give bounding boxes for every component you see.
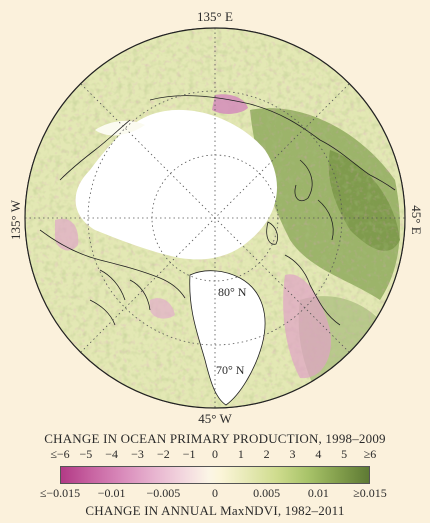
ocean-tick-label: ≥6 [363, 447, 377, 461]
map-border [24, 27, 406, 409]
coast-svalbard [266, 221, 278, 245]
graticule [25, 28, 405, 408]
ocean-tick-label: 5 [341, 447, 348, 461]
longitude-label-45e: 45° E [409, 205, 424, 235]
coast-siberia [149, 95, 396, 191]
greenland [189, 270, 266, 406]
ndvi-tick-label: 0.01 [307, 486, 329, 500]
pink-patch-beaufort [55, 218, 79, 251]
ocean-tick-label: 3 [289, 447, 296, 461]
latitude-label-80n: 80° N [218, 285, 247, 299]
legend-ticks-ndvi: ≤−0.015 −0.01 −0.005 0 0.005 0.01 ≥0.015 [40, 486, 387, 502]
ocean-tick-label: −3 [131, 447, 144, 461]
polar-map: 135° E 45° W 135° W 45° E 80° N 70° N [8, 9, 424, 426]
pink-patch-east-siberian [212, 94, 248, 114]
longitude-label-135e: 135° E [197, 9, 233, 24]
coast-scandinavia [284, 254, 341, 326]
ndvi-tick-label: −0.005 [146, 486, 181, 500]
latitude-label-70n: 70° N [216, 363, 245, 377]
coast-archipelago [89, 269, 151, 326]
ocean-tick-label: 1 [237, 447, 244, 461]
ndvi-tick-label: ≤−0.015 [39, 486, 81, 500]
coast-alaska [59, 119, 131, 181]
map-canvas [24, 27, 406, 409]
legend-ticks-ocean: ≤−6 −5 −4 −3 −2 −1 0 1 2 3 4 5 ≥6 [50, 447, 376, 463]
ndvi-tick-label: ≥0.015 [353, 486, 387, 500]
central-ice [75, 109, 277, 260]
ndvi-tick-label: 0.005 [253, 486, 281, 500]
ocean-tick-label: 2 [263, 447, 270, 461]
legend-title-ocean: CHANGE IN OCEAN PRIMARY PRODUCTION, 1998… [44, 431, 386, 446]
ndvi-tick-label: 0 [212, 486, 218, 500]
pink-patch-baffin [150, 298, 175, 319]
longitude-label-45w: 45° W [198, 411, 232, 426]
ocean-tick-label: 0 [212, 447, 218, 461]
ocean-tick-label: −5 [79, 447, 93, 461]
ndvi-tick-label: −0.01 [97, 486, 126, 500]
ocean-tick-label: ≤−6 [50, 447, 70, 461]
legend-title-ndvi: CHANGE IN ANNUAL MaxNDVI, 1982–2011 [85, 503, 345, 518]
ocean-tick-label: −2 [156, 447, 170, 461]
coast-canada [39, 229, 186, 299]
pink-patch-barents [283, 274, 331, 379]
ocean-tick-label: −1 [182, 447, 196, 461]
coast-taymyr [294, 159, 313, 202]
ocean-tick-label: 4 [315, 447, 322, 461]
longitude-label-135w: 135° W [8, 200, 23, 240]
ocean-tick-label: −4 [105, 447, 119, 461]
colorbar [60, 466, 370, 484]
